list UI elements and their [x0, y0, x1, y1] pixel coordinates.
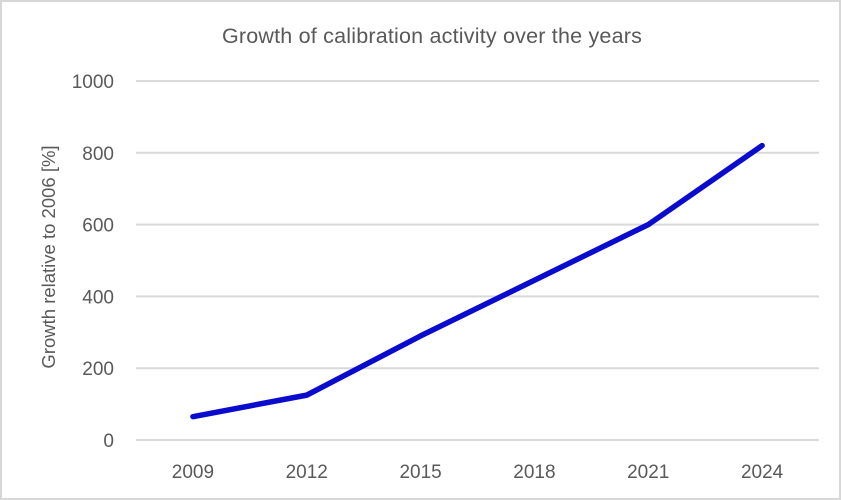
x-tick-label: 2015 [399, 462, 441, 483]
data-line [190, 142, 765, 420]
y-tick-label: 600 [82, 216, 114, 237]
chart-title: Growth of calibration activity over the … [221, 24, 643, 48]
y-tick-label: 0 [103, 431, 114, 452]
x-tick-label: 2009 [172, 462, 214, 483]
x-tick-label: 2021 [627, 462, 669, 483]
y-tick-label: 1000 [72, 72, 114, 93]
y-tick-label: 200 [82, 359, 114, 380]
y-tick-label: 400 [82, 287, 114, 308]
x-tick-label: 2018 [513, 462, 555, 483]
x-tick-label: 2012 [286, 462, 328, 483]
y-tick-label: 800 [82, 144, 114, 165]
x-tick-label: 2024 [741, 462, 784, 483]
